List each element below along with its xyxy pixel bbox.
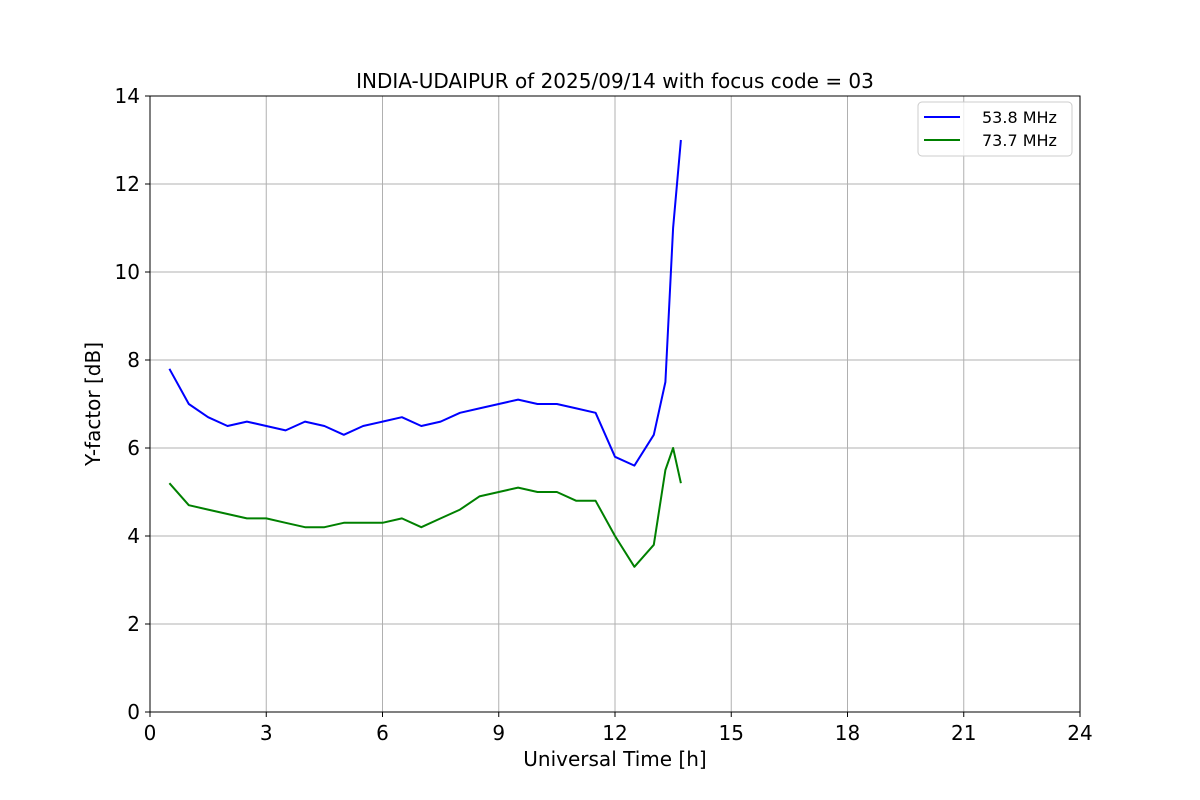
x-axis-label: Universal Time [h]	[523, 747, 706, 771]
x-tick-label: 6	[376, 721, 389, 745]
x-tick-label: 0	[144, 721, 157, 745]
x-tick-label: 3	[260, 721, 273, 745]
legend-label-53-8-mhz: 53.8 MHz	[982, 108, 1057, 127]
x-tick-label: 12	[602, 721, 627, 745]
series-line-53-8-mhz	[168, 139, 682, 467]
x-tick-label: 18	[835, 721, 860, 745]
y-tick-label: 2	[127, 612, 140, 636]
x-tick-label: 9	[492, 721, 505, 745]
legend-label-73-7-mhz: 73.7 MHz	[982, 131, 1057, 150]
y-tick-label: 12	[115, 172, 140, 196]
y-tick-label: 8	[127, 348, 140, 372]
y-tick-label: 6	[127, 436, 140, 460]
y-tick-label: 0	[127, 700, 140, 724]
legend: 53.8 MHz 73.7 MHz	[917, 101, 1073, 157]
legend-box	[917, 101, 1073, 157]
x-tick-label: 21	[951, 721, 976, 745]
x-tick-label: 15	[719, 721, 744, 745]
y-tick-label: 14	[115, 84, 140, 108]
y-tick-label: 4	[127, 524, 140, 548]
y-axis-label: Y-factor [dB]	[81, 342, 105, 467]
chart-title: INDIA-UDAIPUR of 2025/09/14 with focus c…	[356, 69, 874, 93]
x-tick-label: 24	[1067, 721, 1092, 745]
series-layer	[168, 139, 682, 568]
y-tick-label: 10	[115, 260, 140, 284]
series-line-73-7-mhz	[168, 447, 682, 568]
